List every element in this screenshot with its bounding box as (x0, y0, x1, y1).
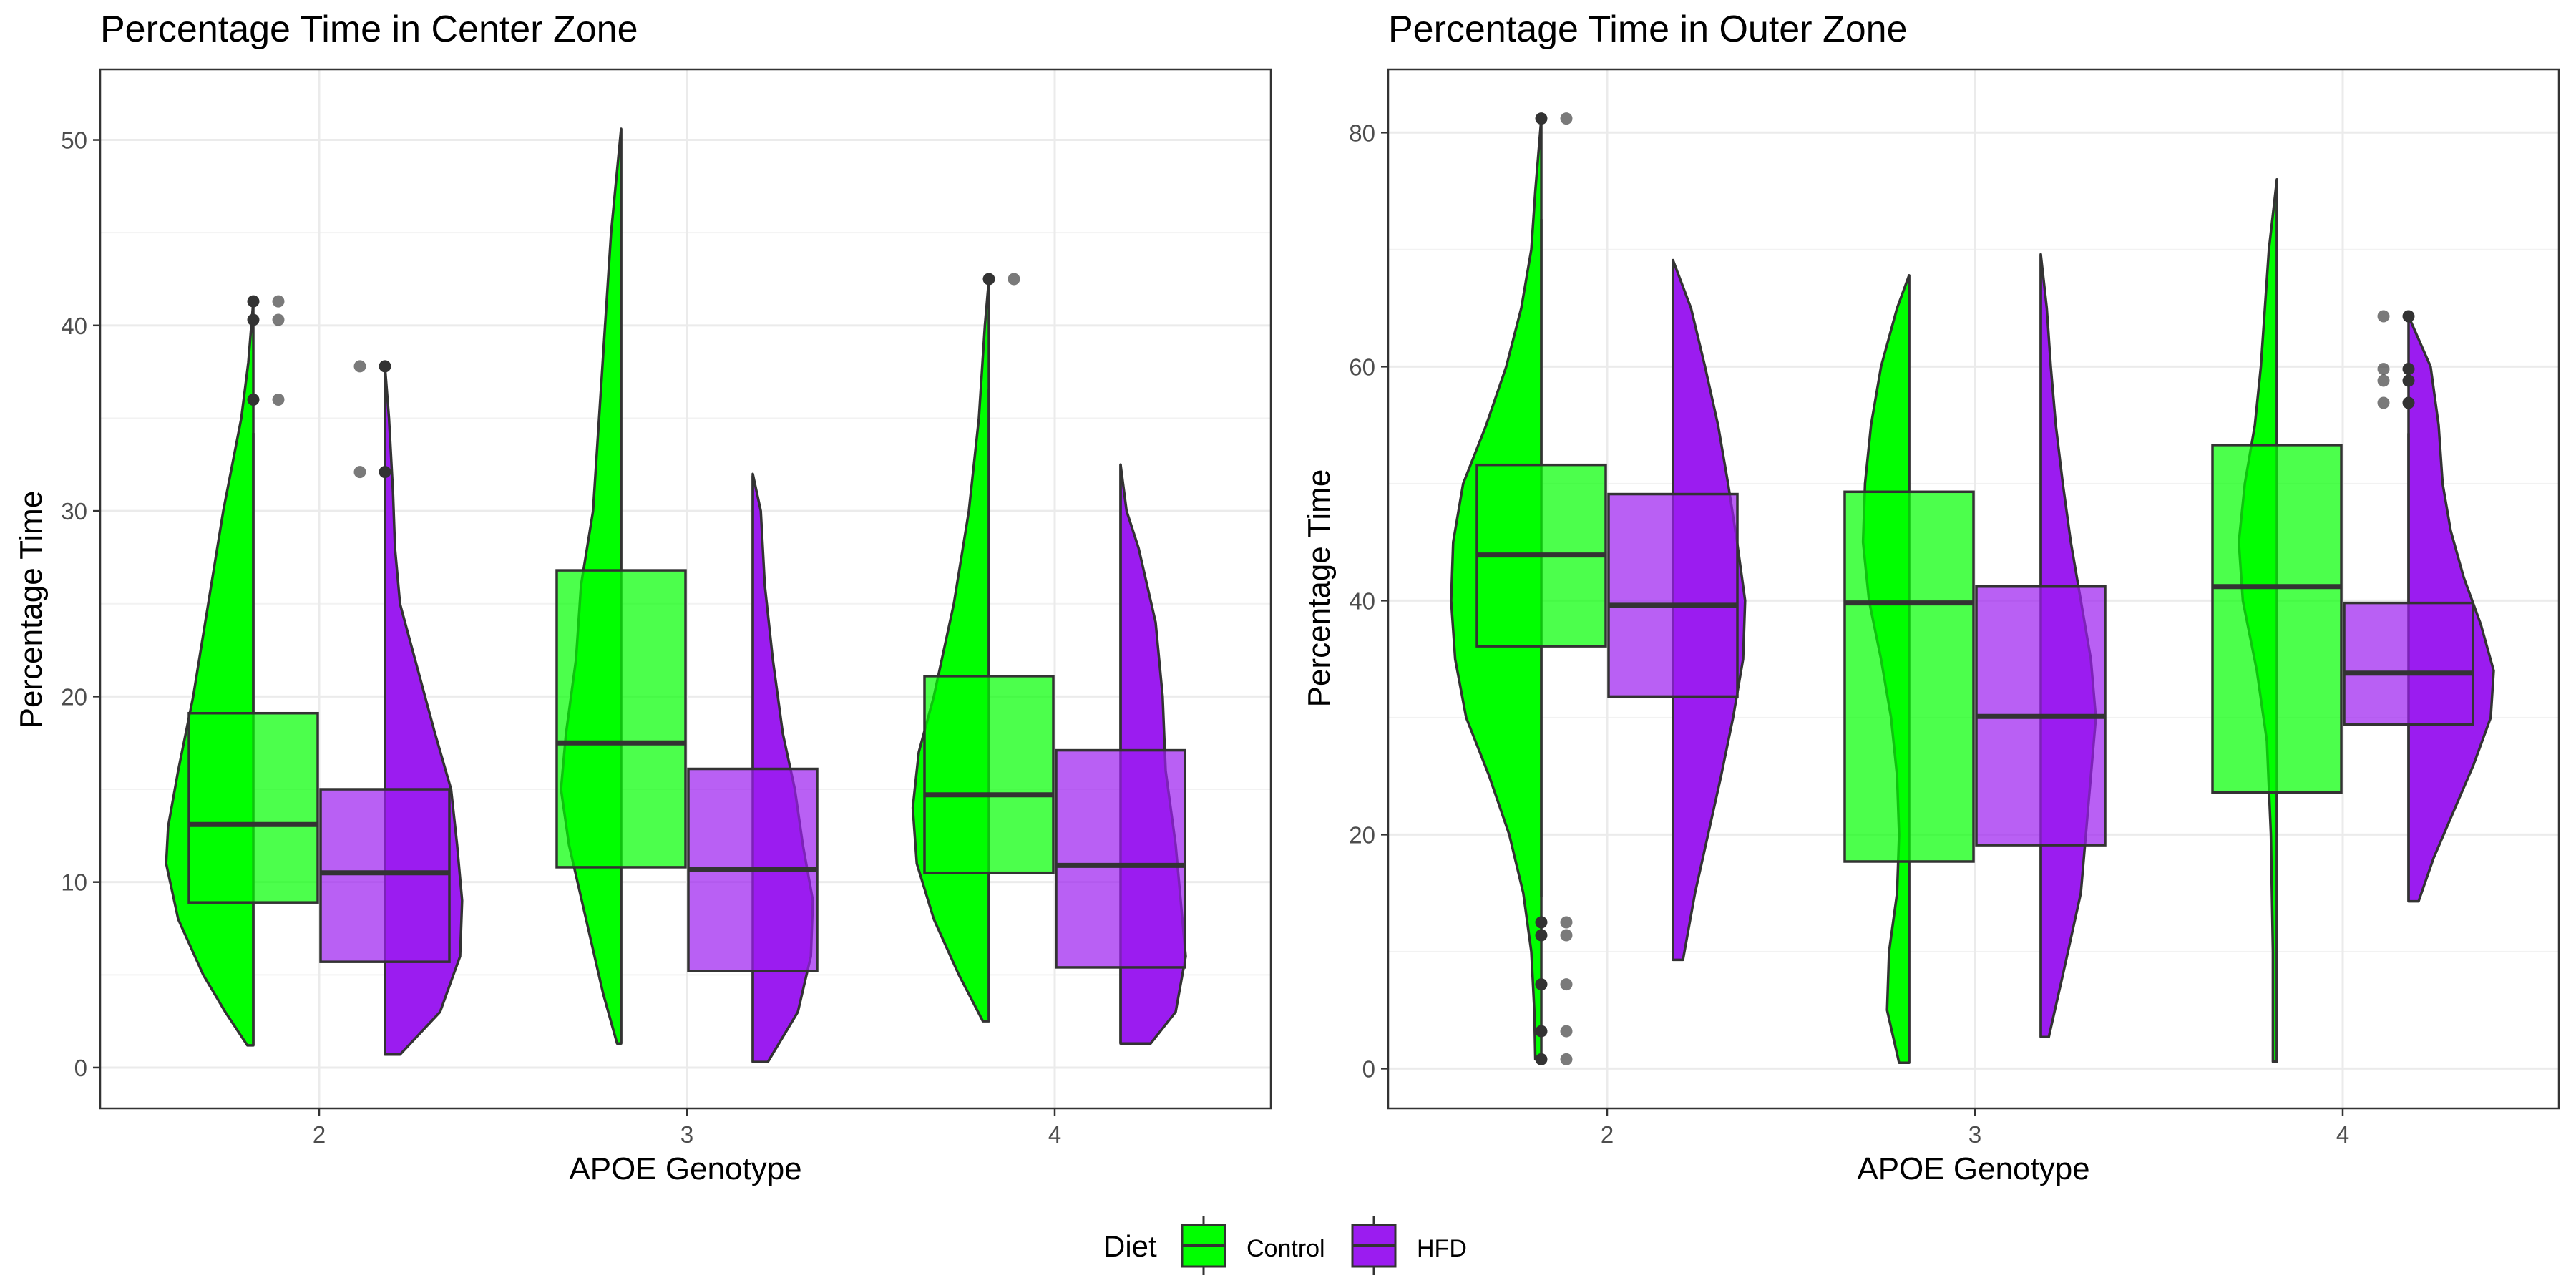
y-tick-label: 10 (61, 869, 87, 896)
outlier-point (247, 394, 260, 406)
outlier-point (353, 360, 366, 373)
y-tick-label: 20 (1349, 821, 1375, 848)
outlier-point (2377, 374, 2390, 387)
legend-label-control: Control (1246, 1235, 1325, 1262)
legend-key-hfd (1350, 1216, 1398, 1275)
outlier-point (982, 273, 995, 286)
outlier-point (1560, 1053, 1573, 1065)
chart-title: Percentage Time in Outer Zone (1388, 9, 1908, 50)
x-tick-label: 4 (1048, 1121, 1061, 1148)
box-hfd-4 (1055, 748, 1186, 969)
y-tick-label: 0 (1362, 1055, 1375, 1082)
legend-label-hfd: HFD (1417, 1235, 1467, 1262)
plot-marks (165, 127, 1187, 1063)
y-axis-title: Percentage Time (1302, 469, 1337, 708)
outlier-point (2377, 363, 2390, 376)
y-tick-label: 80 (1349, 119, 1375, 146)
outlier-point (2377, 310, 2390, 323)
legend-key-control (1179, 1216, 1228, 1275)
outlier-point (1535, 929, 1548, 942)
outlier-point (1535, 978, 1548, 991)
outlier-point (272, 295, 285, 308)
panel-border (1387, 68, 2560, 1110)
axis-ticks: 0 10 20 30 40 50 2 3 4 (61, 127, 1061, 1148)
y-tick-label: 40 (61, 313, 87, 339)
outlier-point (1535, 112, 1548, 125)
outlier-point (379, 360, 391, 373)
box-control-2 (187, 711, 319, 904)
x-tick-label: 2 (1601, 1121, 1614, 1148)
y-tick-label: 30 (61, 498, 87, 525)
outlier-point (1535, 916, 1548, 929)
outlier-point (1560, 978, 1573, 991)
y-tick-label: 20 (61, 683, 87, 710)
outlier-point (1560, 929, 1573, 942)
box-control-3 (1843, 490, 1975, 863)
outlier-point (2402, 363, 2415, 376)
outlier-point (1008, 273, 1020, 286)
outlier-point (2402, 396, 2415, 409)
outlier-point (247, 295, 260, 308)
box-control-3 (555, 569, 687, 869)
x-axis-title: APOE Genotype (569, 1151, 801, 1186)
axis-ticks: 0 20 40 60 80 2 3 4 (1349, 119, 2349, 1148)
y-tick-label: 60 (1349, 353, 1375, 380)
box-hfd-4 (2343, 601, 2474, 726)
outlier-point (1535, 1025, 1548, 1038)
outlier-point (1560, 916, 1573, 929)
legend: Diet Control HFD (1103, 1216, 1467, 1275)
box-control-4 (2211, 444, 2343, 794)
y-tick-label: 0 (74, 1055, 87, 1081)
x-axis-title: APOE Genotype (1857, 1151, 2089, 1186)
outlier-point (272, 313, 285, 326)
panel-border (99, 68, 1272, 1110)
outlier-point (1535, 1053, 1548, 1065)
y-tick-label: 40 (1349, 587, 1375, 614)
box-hfd-2 (319, 788, 451, 963)
outlier-point (1560, 112, 1573, 125)
outlier-point (1560, 1025, 1573, 1038)
outlier-point (2402, 374, 2415, 387)
x-tick-label: 4 (2336, 1121, 2349, 1148)
outlier-point (353, 466, 366, 479)
box-hfd-2 (1607, 492, 1739, 698)
panel-outer-zone: Percentage Time in Outer Zone Percentage… (1302, 9, 2560, 1186)
gridlines (1388, 69, 2559, 1108)
outlier-point (272, 394, 285, 406)
legend-title: Diet (1103, 1229, 1157, 1263)
box-control-4 (923, 675, 1055, 874)
y-tick-label: 50 (61, 127, 87, 154)
x-tick-label: 3 (1968, 1121, 1981, 1148)
x-tick-label: 2 (313, 1121, 326, 1148)
outlier-point (379, 466, 391, 479)
y-axis-title: Percentage Time (14, 491, 49, 729)
outlier-point (247, 313, 260, 326)
panel-center-zone: Percentage Time in Center Zone Percentag… (14, 9, 1272, 1186)
chart-title: Percentage Time in Center Zone (100, 9, 638, 50)
plot-marks (1450, 112, 2495, 1065)
outlier-point (2377, 396, 2390, 409)
outlier-point (2402, 310, 2415, 323)
x-tick-label: 3 (680, 1121, 693, 1148)
